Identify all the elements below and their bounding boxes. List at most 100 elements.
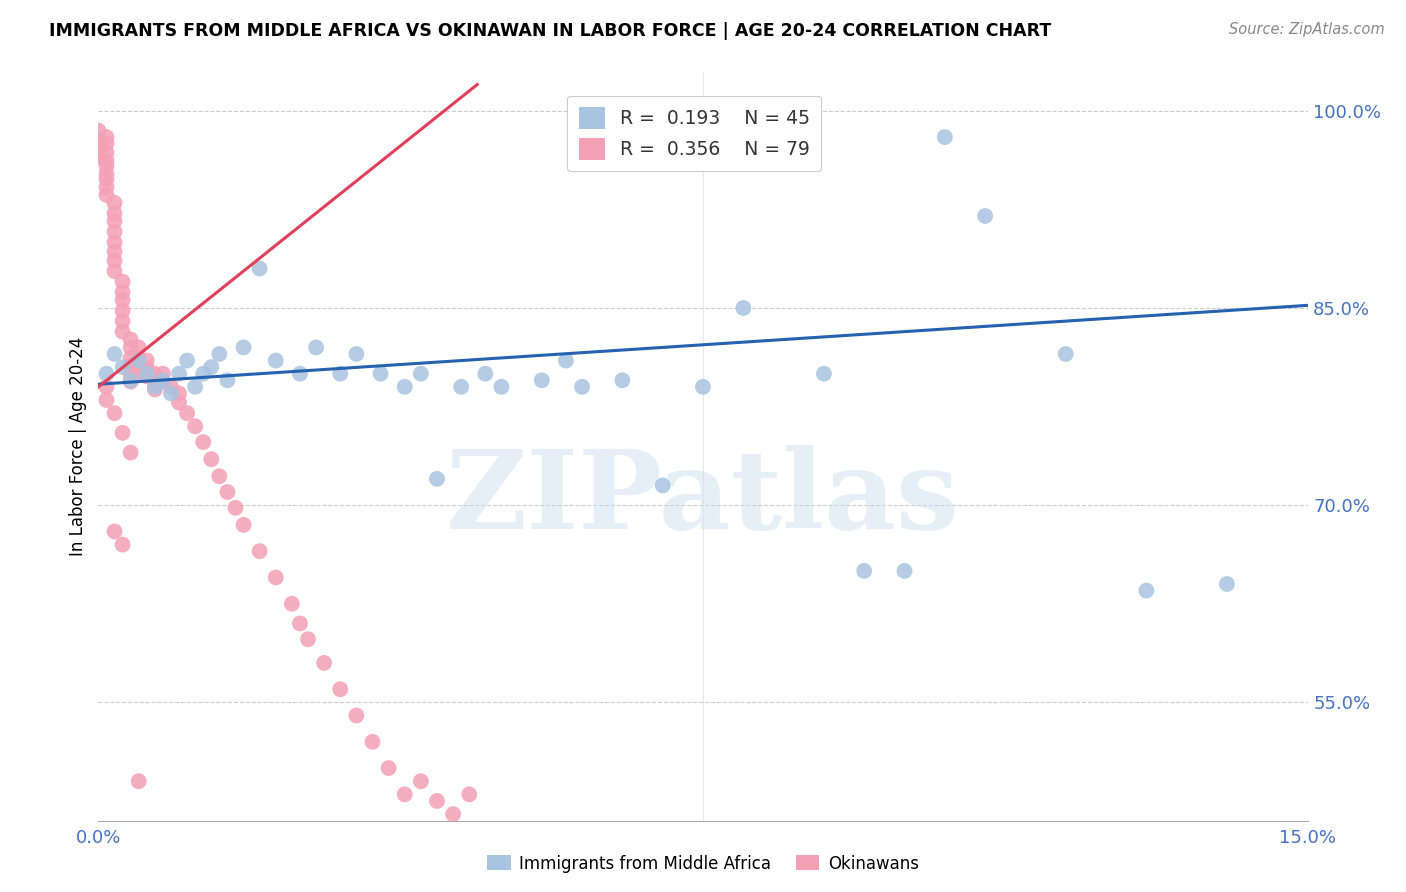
Point bbox=[103, 524, 125, 539]
Point bbox=[103, 253, 125, 268]
Point bbox=[934, 130, 956, 145]
Point bbox=[103, 195, 125, 210]
Y-axis label: In Labor Force | Age 20-24: In Labor Force | Age 20-24 bbox=[69, 336, 87, 556]
Point bbox=[128, 353, 150, 368]
Point bbox=[167, 386, 190, 401]
Point bbox=[152, 373, 174, 387]
Point bbox=[249, 261, 271, 276]
Point bbox=[450, 380, 472, 394]
Point bbox=[96, 367, 118, 381]
Point bbox=[120, 340, 142, 354]
Point bbox=[555, 353, 578, 368]
Point bbox=[111, 360, 134, 375]
Point bbox=[128, 774, 150, 789]
Point bbox=[96, 172, 118, 186]
Point bbox=[135, 367, 157, 381]
Point bbox=[571, 380, 593, 394]
Point bbox=[232, 340, 254, 354]
Point bbox=[224, 500, 246, 515]
Point bbox=[530, 373, 553, 387]
Point bbox=[370, 367, 392, 381]
Point bbox=[394, 788, 416, 802]
Point bbox=[813, 367, 835, 381]
Point bbox=[111, 285, 134, 300]
Point bbox=[120, 367, 142, 381]
Point bbox=[96, 159, 118, 173]
Point bbox=[87, 133, 110, 147]
Point bbox=[111, 293, 134, 307]
Point bbox=[87, 140, 110, 154]
Point bbox=[143, 367, 166, 381]
Point bbox=[974, 209, 997, 223]
Point bbox=[103, 264, 125, 278]
Point bbox=[200, 360, 222, 375]
Text: ZIPatlas: ZIPatlas bbox=[446, 445, 960, 552]
Point bbox=[184, 380, 207, 394]
Point bbox=[264, 570, 287, 584]
Point bbox=[128, 359, 150, 373]
Point bbox=[120, 333, 142, 347]
Point bbox=[111, 314, 134, 328]
Point bbox=[458, 788, 481, 802]
Point bbox=[733, 301, 755, 315]
Point bbox=[96, 136, 118, 151]
Point bbox=[128, 340, 150, 354]
Point bbox=[474, 367, 496, 381]
Point bbox=[128, 367, 150, 381]
Point bbox=[217, 485, 239, 500]
Point bbox=[167, 395, 190, 409]
Point bbox=[120, 351, 142, 365]
Point bbox=[96, 167, 118, 181]
Point bbox=[143, 375, 166, 389]
Point bbox=[305, 340, 328, 354]
Point bbox=[96, 145, 118, 160]
Point bbox=[193, 367, 215, 381]
Point bbox=[111, 275, 134, 289]
Point bbox=[426, 794, 449, 808]
Point bbox=[344, 347, 367, 361]
Point bbox=[152, 375, 174, 389]
Point bbox=[135, 361, 157, 376]
Point bbox=[120, 445, 142, 459]
Point bbox=[361, 735, 384, 749]
Point bbox=[249, 544, 271, 558]
Point bbox=[103, 347, 125, 361]
Text: IMMIGRANTS FROM MIDDLE AFRICA VS OKINAWAN IN LABOR FORCE | AGE 20-24 CORRELATION: IMMIGRANTS FROM MIDDLE AFRICA VS OKINAWA… bbox=[49, 22, 1052, 40]
Point bbox=[111, 425, 134, 440]
Point bbox=[1135, 583, 1157, 598]
Point bbox=[103, 235, 125, 250]
Point bbox=[96, 180, 118, 194]
Point bbox=[103, 214, 125, 228]
Point bbox=[143, 383, 166, 397]
Point bbox=[111, 325, 134, 339]
Point bbox=[103, 206, 125, 220]
Point bbox=[208, 347, 231, 361]
Point bbox=[217, 373, 239, 387]
Point bbox=[184, 419, 207, 434]
Point bbox=[394, 380, 416, 394]
Point bbox=[96, 153, 118, 168]
Point bbox=[96, 380, 118, 394]
Point bbox=[103, 225, 125, 239]
Point bbox=[612, 373, 634, 387]
Point bbox=[409, 774, 432, 789]
Point bbox=[128, 351, 150, 365]
Point bbox=[329, 367, 352, 381]
Point bbox=[167, 367, 190, 381]
Legend: R =  0.193    N = 45, R =  0.356    N = 79: R = 0.193 N = 45, R = 0.356 N = 79 bbox=[567, 95, 821, 171]
Legend: Immigrants from Middle Africa, Okinawans: Immigrants from Middle Africa, Okinawans bbox=[481, 848, 925, 880]
Point bbox=[103, 406, 125, 420]
Point bbox=[1216, 577, 1239, 591]
Point bbox=[232, 517, 254, 532]
Point bbox=[208, 469, 231, 483]
Point bbox=[111, 303, 134, 318]
Point bbox=[281, 597, 304, 611]
Point bbox=[426, 472, 449, 486]
Point bbox=[87, 123, 110, 137]
Point bbox=[200, 452, 222, 467]
Point bbox=[120, 373, 142, 387]
Point bbox=[329, 682, 352, 697]
Point bbox=[96, 188, 118, 202]
Point bbox=[409, 367, 432, 381]
Point bbox=[264, 353, 287, 368]
